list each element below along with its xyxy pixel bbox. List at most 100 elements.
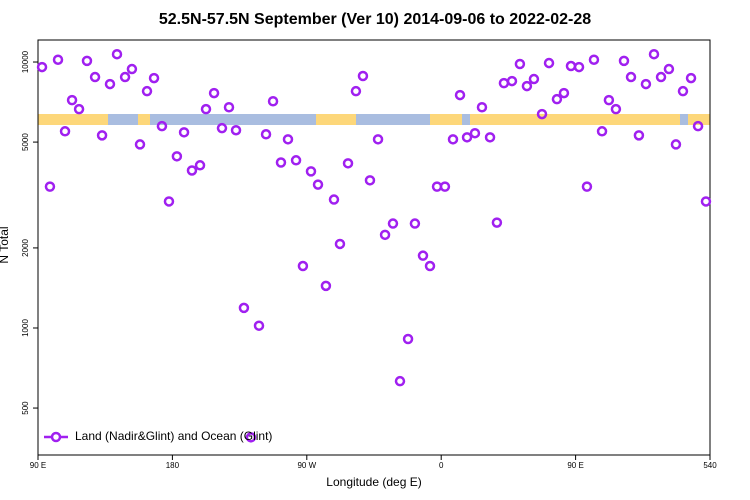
point — [387, 218, 399, 229]
point — [491, 217, 503, 228]
point — [163, 196, 175, 207]
point — [334, 238, 346, 250]
y-tick-label: 2000 — [21, 238, 30, 256]
point — [372, 134, 384, 145]
point — [640, 78, 652, 90]
ocean-strip — [462, 114, 470, 125]
point — [476, 101, 488, 113]
point — [596, 126, 608, 137]
plot-frame — [37, 39, 711, 456]
point — [484, 132, 496, 143]
point — [223, 101, 235, 113]
point — [200, 103, 212, 115]
point — [267, 96, 279, 107]
x-tick-label: 540 — [703, 461, 717, 470]
point — [603, 94, 615, 106]
point — [692, 120, 704, 132]
point — [73, 103, 85, 115]
point — [573, 61, 585, 73]
point — [52, 54, 64, 65]
point — [364, 175, 376, 186]
legend-label: Land (Nadir&Glint) and Ocean (Glint) — [75, 429, 272, 443]
point — [305, 166, 317, 177]
point — [290, 155, 302, 166]
point — [350, 85, 362, 97]
point — [81, 55, 93, 67]
point — [402, 333, 414, 345]
point — [208, 87, 220, 99]
point — [424, 260, 436, 272]
point — [178, 127, 190, 138]
x-axis-label: Longitude (deg E) — [326, 475, 421, 489]
point — [685, 72, 697, 84]
point — [565, 60, 577, 72]
point — [245, 432, 257, 443]
y-tick-label: 10000 — [21, 50, 30, 73]
point — [357, 70, 369, 82]
point — [677, 85, 689, 97]
point — [670, 139, 682, 150]
point — [312, 179, 324, 190]
point — [148, 72, 160, 84]
point — [655, 71, 667, 83]
point — [514, 58, 526, 70]
point — [528, 73, 540, 85]
surface-band — [38, 114, 710, 125]
x-tick-label: 90 E — [567, 461, 583, 470]
point — [66, 94, 78, 106]
point — [454, 89, 466, 101]
point — [581, 181, 593, 192]
point — [156, 120, 168, 132]
point — [633, 130, 645, 141]
x-tick-label: 90 E — [30, 461, 46, 470]
point — [521, 80, 533, 92]
y-tick-label: 500 — [21, 401, 30, 415]
y-tick-label: 5000 — [21, 133, 30, 151]
point — [260, 129, 272, 140]
point — [506, 75, 518, 87]
point — [610, 103, 622, 115]
y-axis-label: N Total — [0, 226, 11, 263]
point — [379, 229, 391, 241]
point — [134, 139, 146, 150]
chart-title: 52.5N-57.5N September (Ver 10) 2014-09-0… — [159, 11, 591, 28]
point — [141, 85, 153, 97]
point — [700, 196, 712, 207]
point — [588, 54, 600, 65]
y-tick-label: 1000 — [21, 319, 30, 337]
point — [409, 218, 421, 229]
point — [394, 375, 406, 387]
point — [469, 127, 481, 139]
x-tick-label: 0 — [439, 461, 444, 470]
point — [461, 132, 473, 143]
point — [44, 181, 56, 192]
point — [96, 130, 108, 141]
x-tick-label: 90 W — [297, 461, 316, 470]
point — [104, 78, 116, 90]
point — [328, 194, 340, 205]
x-tick-label: 180 — [166, 461, 180, 470]
point — [663, 63, 675, 75]
point — [625, 71, 637, 83]
ocean-strip — [356, 114, 430, 125]
point — [119, 71, 131, 83]
ocean-strip — [150, 114, 316, 125]
point — [36, 61, 48, 73]
point — [171, 151, 183, 162]
ocean-strip — [680, 114, 688, 125]
point — [126, 63, 138, 75]
point — [342, 158, 354, 169]
point — [558, 87, 570, 99]
point — [238, 302, 250, 314]
point — [618, 55, 630, 67]
point — [275, 157, 287, 168]
point — [282, 134, 294, 145]
point — [439, 181, 451, 192]
point — [216, 122, 228, 134]
point — [111, 48, 123, 60]
point — [253, 320, 265, 331]
point — [320, 280, 332, 292]
legend-marker — [50, 431, 62, 443]
point — [297, 260, 309, 272]
